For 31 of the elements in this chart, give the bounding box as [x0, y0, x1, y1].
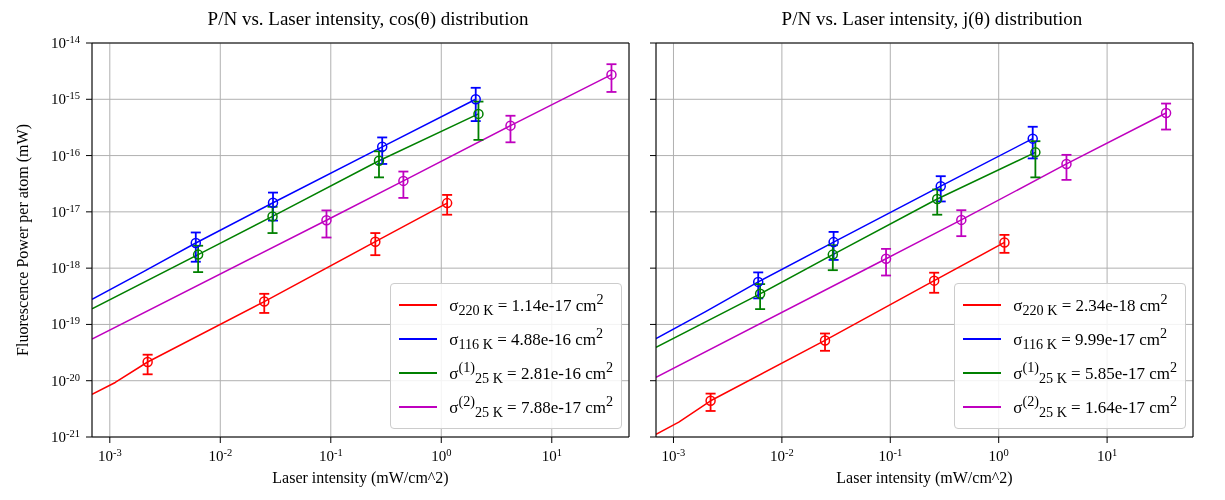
legend-label: σ$_{220 K}$ = 2.34e-18 cm$^{2}$ [1013, 290, 1168, 320]
y-tick-label: 10$^{-16}$ [51, 146, 80, 164]
legend-label: σ$^{(1)}$$_{25 K}$ = 2.81e-16 cm$^{2}$ [449, 358, 613, 388]
x-tick-label: 10$^{-1}$ [878, 446, 903, 464]
x-tick-label: 10$^{-1}$ [318, 446, 343, 464]
x-tick-label: 10$^{0}$ [988, 446, 1009, 464]
x-tick-label: 10$^{-2}$ [770, 446, 794, 464]
legend-label: σ$_{220 K}$ = 1.14e-17 cm$^{2}$ [449, 290, 604, 320]
x-tick-label: 10$^{1}$ [541, 446, 562, 464]
x-axis-title: Laser intensity (mW/cm^2) [836, 469, 1013, 487]
y-tick-label: 10$^{-17}$ [51, 202, 80, 220]
x-axis-title: Laser intensity (mW/cm^2) [272, 469, 449, 487]
y-axis-title: Fluorescence Power per atom (mW) [13, 124, 32, 356]
legend-label: σ$_{116 K}$ = 4.88e-16 cm$^{2}$ [449, 324, 604, 354]
chart-title: P/N vs. Laser intensity, j(θ) distribution [780, 8, 1084, 31]
y-tick-label: 10$^{-15}$ [51, 89, 80, 108]
y-tick-label: 10$^{-21}$ [51, 427, 80, 445]
x-tick-label: 10$^{-3}$ [661, 446, 686, 464]
x-tick-label: 10$^{-2}$ [208, 446, 233, 464]
y-tick-label: 10$^{-18}$ [51, 258, 80, 277]
legend-label: σ$_{116 K}$ = 9.99e-17 cm$^{2}$ [1013, 324, 1168, 354]
x-tick-label: 10$^{0}$ [431, 446, 452, 464]
x-tick-label: 10$^{-3}$ [97, 446, 122, 464]
y-tick-label: 10$^{-20}$ [51, 371, 80, 389]
legend-label: σ$^{(2)}$$_{25 K}$ = 1.64e-17 cm$^{2}$ [1013, 392, 1177, 422]
x-tick-label: 10$^{1}$ [1096, 446, 1118, 464]
y-tick-label: 10$^{-19}$ [51, 314, 80, 333]
legend-label: σ$^{(2)}$$_{25 K}$ = 7.88e-17 cm$^{2}$ [449, 392, 613, 422]
y-tick-label: 10$^{-14}$ [51, 33, 81, 51]
legend-label: σ$^{(1)}$$_{25 K}$ = 5.85e-17 cm$^{2}$ [1013, 358, 1177, 388]
chart-title: P/N vs. Laser intensity, cos(θ) distribution [206, 8, 530, 31]
